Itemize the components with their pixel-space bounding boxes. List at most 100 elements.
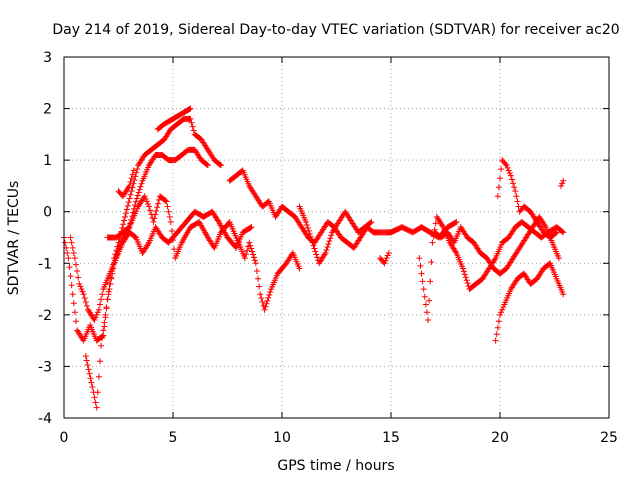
trace-8-sample — [310, 242, 317, 249]
trace-1-sample — [72, 318, 79, 325]
y-tick-label: 1 — [43, 153, 52, 169]
trace-6-point — [187, 105, 194, 112]
y-tick-label: -4 — [38, 411, 52, 427]
trace-4-sample — [128, 216, 135, 223]
trace-1-sample — [142, 195, 149, 202]
trace-12-sample — [494, 324, 501, 331]
trace-8-point — [322, 249, 329, 256]
trace-2-sample — [69, 244, 76, 251]
trace-10-sample — [419, 278, 426, 285]
trace-10-point — [459, 265, 466, 272]
trace-3-sample — [104, 296, 111, 303]
trace-13-point — [512, 188, 519, 195]
trace-3-sample — [110, 261, 117, 268]
trace-5-point — [126, 182, 133, 189]
trace-13-sample — [511, 184, 518, 191]
trace-3-point — [102, 311, 109, 318]
trace-1-sample — [144, 200, 151, 207]
trace-3-point — [187, 115, 194, 122]
trace-10-sample — [432, 220, 439, 227]
trace-2-sample — [81, 295, 88, 302]
trace-13-sample — [514, 198, 521, 205]
trace-3-sample — [113, 247, 120, 254]
trace-1-point — [257, 291, 264, 298]
trace-3-sample — [125, 199, 132, 206]
trace-10-sample — [418, 270, 425, 277]
trace-1-sample — [244, 247, 251, 254]
trace-1-sample — [264, 297, 271, 304]
trace-3-sample — [120, 221, 127, 228]
trace-1-sample — [66, 264, 73, 271]
trace-1-sample — [162, 197, 169, 204]
trace-13-sample — [552, 230, 559, 237]
trace-1-sample — [265, 294, 272, 301]
trace-3-sample — [123, 206, 130, 213]
x-tick-label: 5 — [169, 430, 178, 446]
trace-10-sample — [464, 280, 471, 287]
grid-lines — [64, 57, 609, 418]
trace-8-sample — [313, 251, 320, 258]
trace-10-point — [420, 286, 427, 293]
trace-3-sample — [94, 389, 101, 396]
trace-11-point — [555, 255, 562, 262]
x-tick-label: 15 — [382, 430, 400, 446]
trace-4-sample — [136, 186, 143, 193]
trace-1-sample — [263, 300, 270, 307]
trace-8-point — [368, 219, 375, 226]
trace-12-sample — [495, 318, 502, 325]
trace-12-sample — [498, 309, 505, 316]
trace-3-sample — [88, 379, 95, 386]
trace-1-point — [246, 239, 253, 246]
trace-1-sample — [267, 289, 274, 296]
trace-10-sample — [491, 256, 498, 263]
trace-10-sample — [427, 278, 434, 285]
trace-8-sample — [327, 235, 334, 242]
x-axis-label: GPS time / hours — [277, 458, 394, 474]
trace-10-point — [560, 229, 567, 236]
trace-9-sample — [384, 252, 391, 259]
trace-3-sample — [99, 335, 106, 342]
trace-2-sample — [82, 298, 89, 305]
trace-1-sample — [147, 207, 154, 214]
trace-1-sample — [255, 275, 262, 282]
trace-5-sample — [127, 179, 134, 186]
trace-3-sample — [217, 161, 224, 168]
trace-1-sample — [262, 303, 269, 310]
trace-1-sample — [152, 211, 159, 218]
trace-2-point — [67, 234, 74, 241]
trace-3-sample — [85, 366, 92, 373]
trace-13-sample — [502, 161, 509, 168]
trace-10-sample — [452, 248, 459, 255]
trace-1-sample — [155, 200, 162, 207]
trace-10-sample — [461, 271, 468, 278]
trace-10-sample — [417, 262, 424, 269]
trace-8-sample — [306, 230, 313, 237]
trace-4-point — [126, 224, 133, 231]
trace-3-point — [217, 162, 224, 169]
trace-3-sample — [122, 210, 129, 217]
trace-14-sample — [559, 180, 566, 187]
trace-1-sample — [250, 251, 257, 258]
trace-1-sample — [250, 254, 257, 261]
trace-3-sample — [84, 361, 91, 368]
trace-13-sample — [504, 164, 511, 171]
trace-10-sample — [462, 274, 469, 281]
trace-4-sample — [129, 213, 136, 220]
trace-13-sample — [510, 180, 517, 187]
trace-1-point — [163, 198, 170, 205]
trace-3-point — [122, 213, 129, 220]
trace-5-sample — [129, 171, 136, 178]
trace-8-sample — [304, 224, 311, 231]
trace-2-sample — [79, 288, 86, 295]
trace-3-sample — [112, 251, 119, 258]
trace-9-point — [385, 249, 392, 256]
trace-13-point — [553, 229, 560, 236]
trace-3-point — [89, 384, 96, 391]
trace-4-sample — [125, 224, 132, 231]
trace-7-sample — [452, 219, 459, 226]
trace-8-sample — [307, 233, 314, 240]
trace-1-sample — [164, 203, 171, 210]
trace-4-sample — [133, 195, 140, 202]
trace-1-sample — [62, 239, 69, 246]
